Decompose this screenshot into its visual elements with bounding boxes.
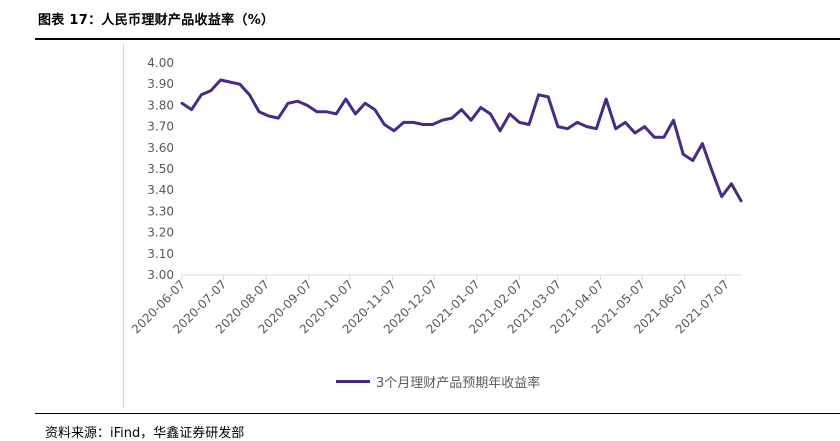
y-tick-label: 3.10 bbox=[147, 247, 174, 261]
line-chart: 3.00 3.10 3.20 3.30 3.40 3.50 3.60 3.70 3.80 3.90… bbox=[129, 56, 743, 336]
legend: 3个月理财产品预期年收益率 bbox=[336, 372, 540, 391]
y-tick-label: 3.40 bbox=[147, 183, 174, 197]
series-line bbox=[180, 78, 743, 203]
title-divider bbox=[35, 38, 840, 40]
y-tick-label: 3.50 bbox=[147, 162, 174, 176]
y-axis: 3.00 3.10 3.20 3.30 3.40 3.50 3.60 3.70 3.80 3.90… bbox=[147, 56, 174, 282]
source-note: 资料来源：iFind，华鑫证券研发部 bbox=[45, 426, 245, 441]
y-tick-label: 3.70 bbox=[147, 120, 174, 134]
y-tick-label: 3.90 bbox=[147, 77, 174, 91]
legend-label: 3个月理财产品预期年收益率 bbox=[376, 376, 541, 391]
source-divider bbox=[35, 413, 840, 414]
legend-swatch bbox=[336, 380, 370, 383]
y-tick-label: 4.00 bbox=[147, 56, 174, 70]
series-layer bbox=[180, 78, 743, 203]
y-tick-label: 3.60 bbox=[147, 141, 174, 155]
y-tick-label: 3.20 bbox=[147, 226, 174, 240]
y-tick-label: 3.30 bbox=[147, 204, 174, 218]
y-tick-label: 3.00 bbox=[147, 268, 174, 282]
figure-title: 图表 17：人民币理财产品收益率（%） bbox=[38, 13, 275, 28]
y-tick-label: 3.80 bbox=[147, 98, 174, 112]
chart-frame: 3.00 3.10 3.20 3.30 3.40 3.50 3.60 3.70 3.80 3.90… bbox=[123, 44, 840, 408]
x-axis: 2020-06-072020-07-072020-08-072020-09-07… bbox=[129, 274, 741, 336]
